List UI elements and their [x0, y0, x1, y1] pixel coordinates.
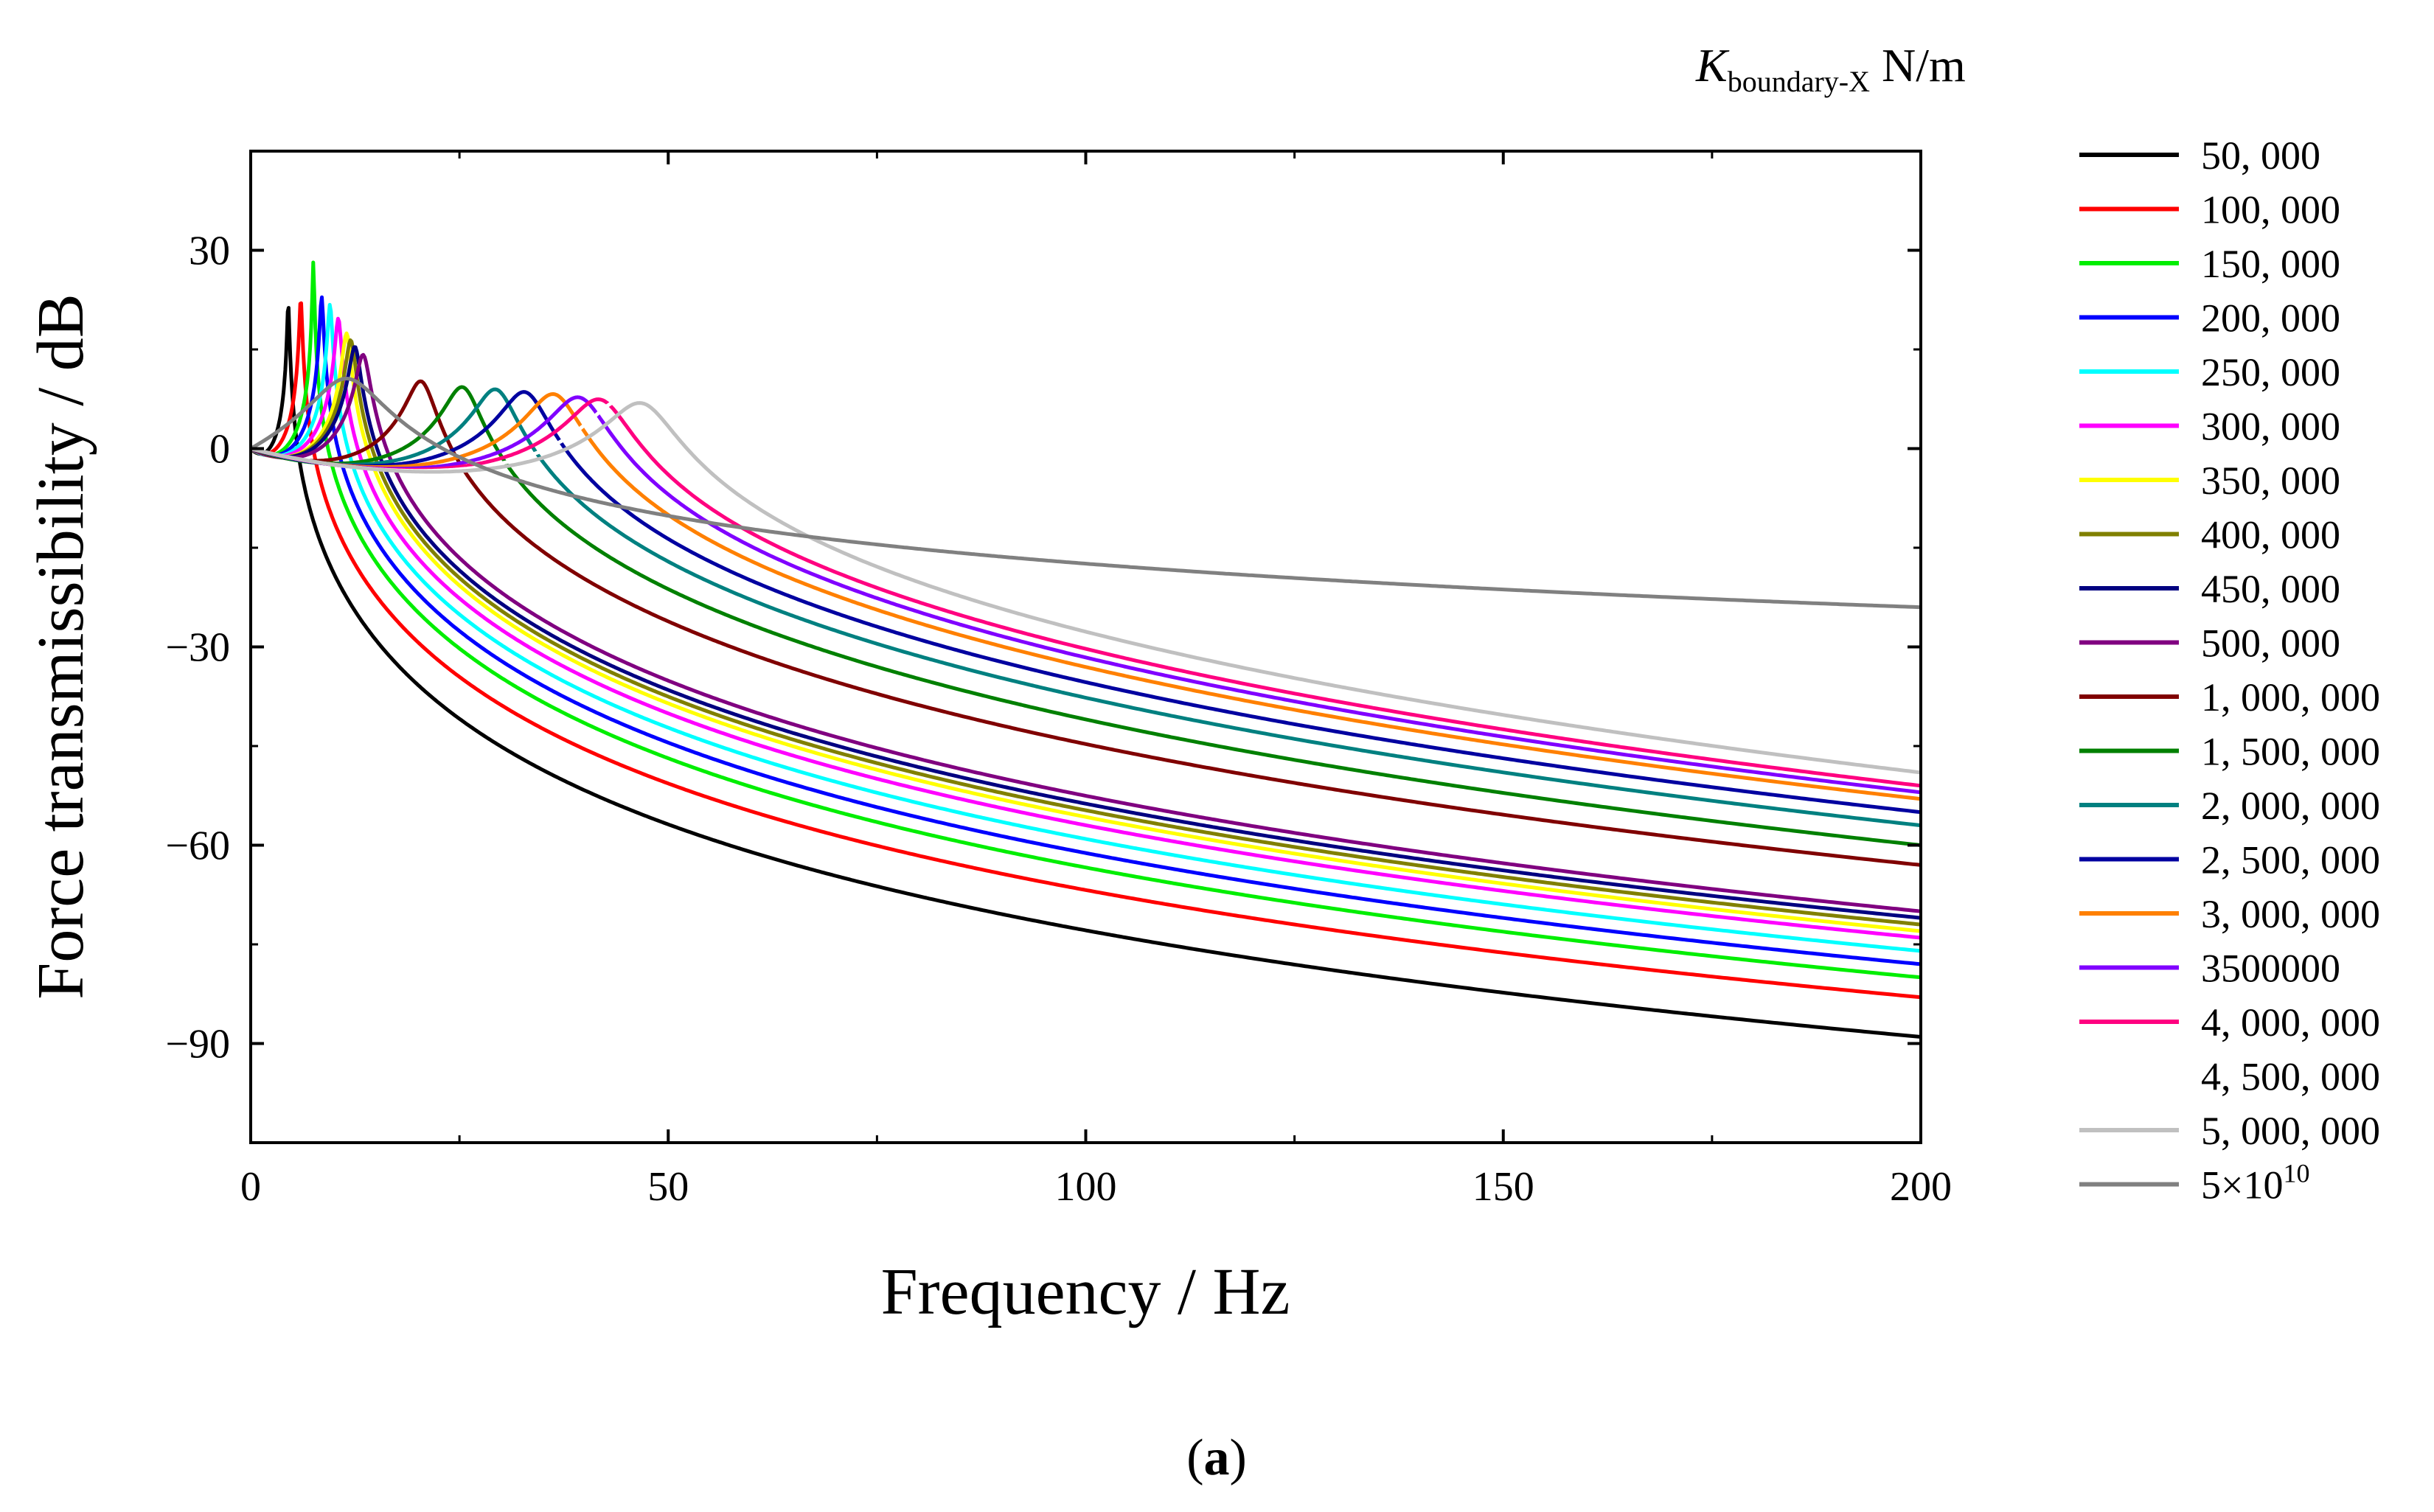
legend-label-text: 5×10	[2201, 1163, 2283, 1208]
legend-label-text: 500, 000	[2201, 621, 2340, 666]
x-tick-label: 150	[1472, 1164, 1534, 1210]
legend-label-text: 3500000	[2201, 947, 2340, 991]
series-layer	[249, 260, 1922, 1039]
legend-label: 300, 000	[2201, 405, 2340, 449]
y-tick-label: −30	[165, 625, 230, 671]
series-line	[249, 345, 1922, 920]
legend-label: 5, 000, 000	[2201, 1109, 2380, 1153]
legend-label: 100, 000	[2201, 188, 2340, 232]
legend-title-subscript: boundary-X	[1728, 65, 1870, 98]
legend-label: 450, 000	[2201, 567, 2340, 611]
legend-label-text: 250, 000	[2201, 350, 2340, 394]
legend-label-text: 4, 000, 000	[2201, 1000, 2380, 1045]
legend-label-text: 100, 000	[2201, 188, 2340, 232]
legend-label: 1, 500, 000	[2201, 730, 2380, 774]
legend-label-text: 300, 000	[2201, 405, 2340, 449]
x-tick-label: 50	[647, 1164, 689, 1210]
series-line	[249, 302, 1922, 953]
caption-close-paren: )	[1230, 1429, 1247, 1486]
x-tick-label: 100	[1055, 1164, 1117, 1210]
legend-label-text: 150, 000	[2201, 242, 2340, 286]
legend-label-text: 50, 000	[2201, 133, 2320, 178]
legend-label-text: 1, 000, 000	[2201, 675, 2380, 720]
series-line	[249, 306, 1922, 1039]
series-line	[249, 377, 1922, 610]
series-line	[249, 316, 1922, 940]
legend-label-text: 450, 000	[2201, 567, 2340, 611]
legend-label: 250, 000	[2201, 350, 2340, 394]
caption-open-paren: (	[1186, 1429, 1203, 1486]
x-axis-title: Frequency / Hz	[881, 1255, 1290, 1328]
y-tick-label: −90	[165, 1022, 230, 1067]
legend-label-exponent: 10	[2283, 1159, 2309, 1188]
y-tick-label: 0	[209, 427, 230, 473]
legend-label-text: 400, 000	[2201, 513, 2340, 557]
legend-title-symbol: K	[1695, 39, 1730, 91]
legend-label: 3500000	[2201, 947, 2340, 991]
legend-label: 150, 000	[2201, 242, 2340, 286]
legend-label: 5×1010	[2201, 1159, 2309, 1208]
legend-label: 4, 000, 000	[2201, 1000, 2380, 1045]
caption-letter: a	[1204, 1429, 1230, 1486]
legend-label: 350, 000	[2201, 459, 2340, 503]
series-line	[249, 338, 1922, 927]
series-line	[249, 379, 1922, 867]
legend-label-text: 4, 500, 000	[2201, 1055, 2380, 1099]
y-tick-label: −60	[165, 823, 230, 869]
legend-label-text: 2, 500, 000	[2201, 838, 2380, 882]
series-line	[249, 301, 1922, 1000]
legend-label: 200, 000	[2201, 296, 2340, 341]
ticks-layer: 0 50 100 150 200 30 0 −30 −60 −90	[165, 151, 1952, 1210]
legend-label-text: 1, 500, 000	[2201, 730, 2380, 774]
legend-label-text: 350, 000	[2201, 459, 2340, 503]
x-tick-label: 200	[1890, 1164, 1952, 1210]
y-tick-label: 30	[189, 229, 230, 274]
legend-label: 1, 000, 000	[2201, 675, 2380, 720]
legend-title-unit: N/m	[1882, 39, 1966, 91]
legend-label: 500, 000	[2201, 621, 2340, 666]
legend-label: 50, 000	[2201, 133, 2320, 178]
legend-label-text: 3, 000, 000	[2201, 892, 2380, 936]
legend-label: 3, 000, 000	[2201, 892, 2380, 936]
legend-label: 2, 500, 000	[2201, 838, 2380, 882]
legend-title: Kboundary-X N/m	[1695, 39, 1966, 98]
legend-label: 400, 000	[2201, 513, 2340, 557]
series-line	[249, 352, 1922, 913]
series-line	[249, 331, 1922, 933]
x-tick-label: 0	[240, 1164, 261, 1210]
legend-label: 2, 000, 000	[2201, 784, 2380, 828]
y-axis-title: Force transmissibility / dB	[24, 293, 97, 999]
legend-label: 4, 500, 000	[2201, 1055, 2380, 1099]
legend: 50, 000 100, 000 150, 000 200, 000 250, 000 3…	[2079, 133, 2380, 1208]
series-line	[249, 401, 1922, 775]
figure-caption: (a)	[1186, 1429, 1247, 1486]
legend-label-text: 2, 000, 000	[2201, 784, 2380, 828]
legend-label-text: 5, 000, 000	[2201, 1109, 2380, 1153]
legend-label-text: 200, 000	[2201, 296, 2340, 341]
